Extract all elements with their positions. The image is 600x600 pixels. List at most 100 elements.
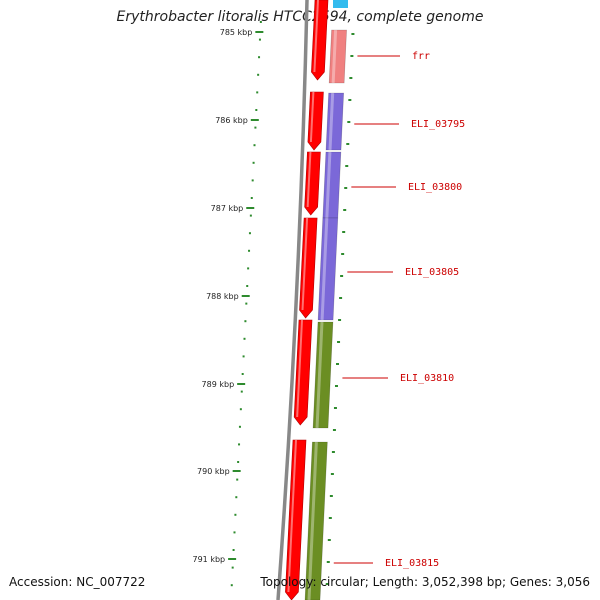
track-marker [343, 209, 347, 211]
scale-minor-tick [251, 179, 254, 182]
scale-minor-tick [234, 513, 237, 516]
scale-tick-label: 791 kbp [193, 555, 226, 564]
scale-minor-tick [241, 373, 244, 375]
gene-label: ELI_03810 [400, 373, 454, 384]
scale-major-tick [250, 119, 259, 121]
cds-track [285, 0, 329, 600]
gene-block-highlight [320, 217, 329, 321]
scale-major-tick [232, 470, 241, 472]
track-marker [331, 451, 335, 453]
track-marker [350, 55, 354, 57]
track-marker [341, 253, 345, 255]
gene-block-highlight [331, 29, 338, 84]
genome-stats-text: Topology: circular; Length: 3,052,398 bp… [260, 575, 590, 589]
gene-label: frr [412, 51, 430, 62]
gene-block-top [333, 0, 348, 8]
cds-highlight [313, 0, 319, 73]
scale-minor-tick [246, 285, 249, 287]
gene-labels: frr ELI_03795 ELI_03800 ELI_03805 ELI_03810 E… [333, 51, 465, 569]
scale-tick-label: 789 kbp [202, 380, 235, 389]
genome-backbone-line [276, 0, 309, 600]
scale-minor-tick [239, 408, 242, 411]
gene-label: ELI_03805 [405, 267, 459, 278]
scale-minor-tick [257, 73, 260, 76]
scale-minor-tick [252, 161, 255, 164]
track-marker [330, 473, 334, 475]
track-marker [336, 363, 340, 365]
genome-title: Erythrobacter litoralis HTCC2594, comple… [116, 9, 484, 25]
track-marker [344, 187, 348, 189]
scale-minor-tick [253, 144, 256, 147]
gene-block-highlight [315, 321, 324, 429]
scale-major-tick [246, 207, 255, 209]
track-marker [346, 143, 350, 145]
scale-ruler: 785 kbp 786 kbp 787 kbp 788 kbp 789 kbp 790 k… [193, 21, 264, 587]
track-marker [342, 231, 346, 233]
gene-block-eli-03810 [312, 321, 334, 429]
cds-highlight [287, 439, 297, 593]
scale-minor-tick [254, 126, 257, 129]
scale-minor-tick [248, 232, 251, 235]
track-marker [332, 429, 336, 431]
scale-minor-tick [255, 109, 258, 111]
gene-track [304, 0, 355, 600]
track-marker [351, 33, 355, 35]
cds-highlight [309, 91, 315, 143]
scale-minor-tick [259, 21, 262, 23]
track-marker [340, 275, 344, 277]
track-marker [329, 495, 333, 497]
gene-block-highlight [328, 92, 335, 151]
scale-major-tick [241, 295, 250, 297]
track-marker [326, 561, 330, 563]
scale-minor-tick [242, 355, 245, 358]
scale-major-tick [228, 558, 237, 560]
scale-minor-tick [258, 38, 261, 41]
accession-text: Accession: NC_007722 [9, 575, 146, 589]
genome-backbone [276, 0, 309, 600]
gene-block-frr [328, 29, 347, 84]
track-marker [348, 99, 352, 101]
track-marker [334, 385, 338, 387]
gene-block-eli-03800 [322, 151, 342, 219]
gene-label: ELI_03800 [408, 182, 462, 193]
scale-minor-tick [233, 531, 236, 534]
scale-tick-label: 785 kbp [220, 28, 253, 37]
scale-minor-tick [256, 91, 259, 94]
scale-minor-tick [231, 566, 234, 569]
scale-minor-tick [243, 337, 246, 340]
gene-block-eli-03805 [317, 217, 339, 321]
gene-block-eli-03795 [325, 92, 344, 151]
scale-minor-tick [237, 461, 240, 463]
track-marker [347, 121, 351, 123]
scale-major-tick [255, 31, 264, 33]
scale-minor-tick [235, 496, 238, 499]
gene-block-eli-03815 [304, 441, 328, 600]
scale-minor-tick [250, 197, 253, 199]
scale-tick-label: 787 kbp [211, 204, 244, 213]
track-marker [339, 297, 343, 299]
scale-minor-tick [248, 249, 251, 252]
scale-minor-tick [238, 425, 241, 428]
track-marker [333, 407, 337, 409]
track-marker [349, 77, 353, 79]
scale-minor-tick [240, 390, 243, 393]
scale-minor-tick [232, 549, 235, 551]
scale-minor-tick [236, 478, 239, 481]
scale-minor-tick [258, 56, 261, 59]
gene-block-highlight [307, 441, 318, 600]
gene-label: ELI_03795 [411, 119, 465, 130]
track-marker [325, 583, 329, 585]
scale-minor-tick [230, 584, 233, 587]
scale-tick-label: 790 kbp [197, 467, 230, 476]
gene-block-highlight [325, 151, 332, 219]
track-marker [345, 165, 349, 167]
cds-highlight [296, 319, 303, 418]
cds-highlight [306, 151, 312, 208]
scale-minor-tick [244, 320, 247, 323]
track-marker [327, 539, 331, 541]
track-marker [338, 319, 342, 321]
track-marker [328, 517, 332, 519]
scale-tick-label: 788 kbp [206, 292, 239, 301]
